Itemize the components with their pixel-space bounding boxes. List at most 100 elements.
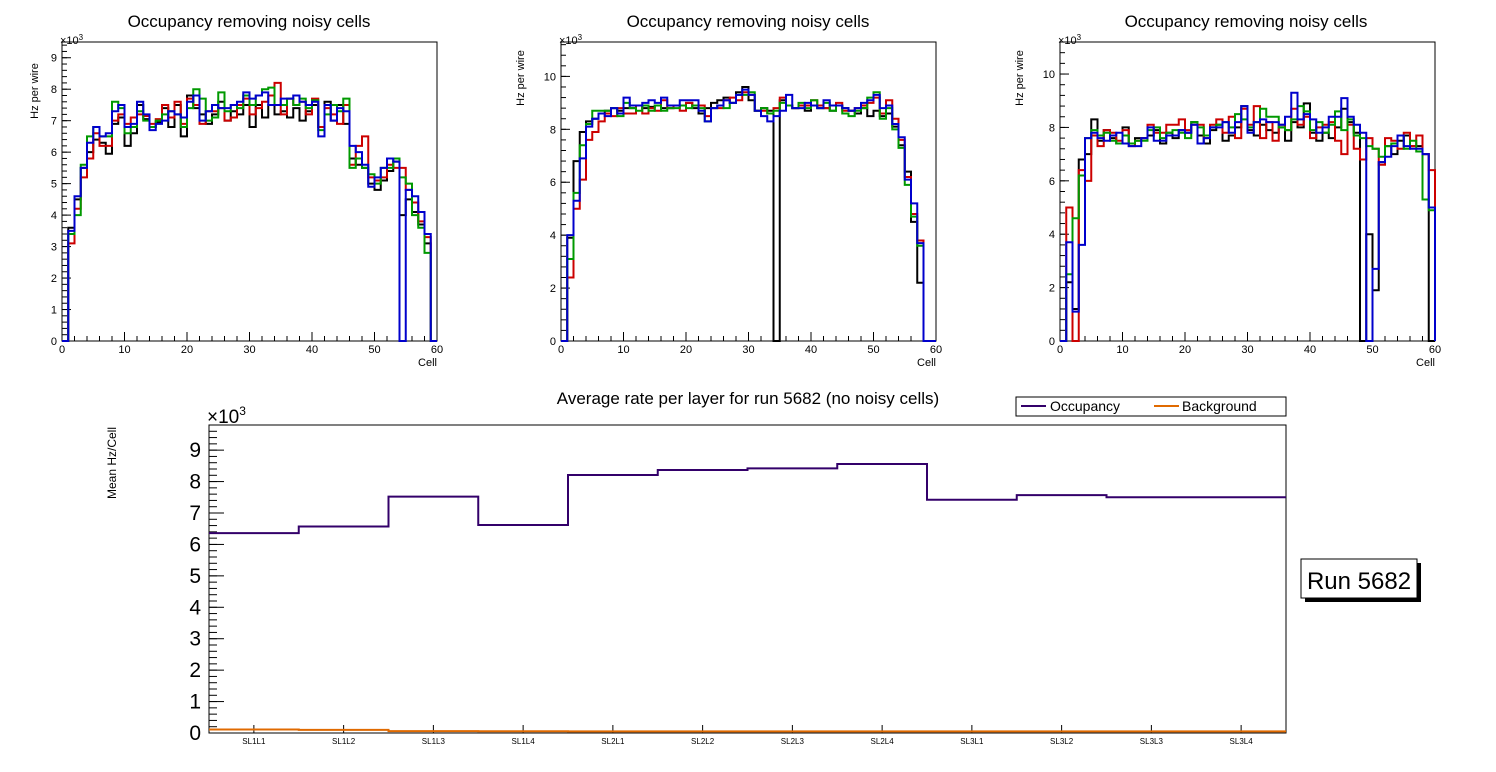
y-exponent: ×103 <box>60 33 84 47</box>
category-label: SL2L4 <box>871 737 895 746</box>
y-axis-label: Mean Hz/Cell <box>105 427 119 499</box>
y-tick-label: 2 <box>189 659 201 682</box>
x-tick-label: 60 <box>930 344 942 356</box>
y-axis-label: Hz per wire <box>515 50 527 106</box>
category-label: SL1L2 <box>332 737 356 746</box>
series-layer-4 <box>1060 91 1436 342</box>
y-exponent: ×103 <box>1058 33 1082 47</box>
x-tick-label: 10 <box>118 344 130 356</box>
category-label: SL3L4 <box>1230 737 1254 746</box>
category-label: SL1L1 <box>242 737 266 746</box>
y-tick-label: 2 <box>1049 283 1055 295</box>
series-layer-4 <box>561 88 936 342</box>
x-axis-label: Cell <box>1416 357 1435 369</box>
series-layer-4 <box>62 91 437 342</box>
y-axis-label: Hz per wire <box>29 63 41 119</box>
y-axis-label: Hz per wire <box>1014 50 1026 106</box>
x-tick-label: 0 <box>59 344 65 356</box>
chart-title: Average rate per layer for run 5682 (no … <box>557 389 939 408</box>
histogram-title: Occupancy removing noisy cells <box>128 12 371 31</box>
y-tick-label: 6 <box>189 533 201 556</box>
category-label: SL3L2 <box>1050 737 1074 746</box>
x-tick-label: 20 <box>1179 344 1191 356</box>
y-tick-label: 10 <box>544 71 556 83</box>
x-tick-label: 0 <box>558 344 564 356</box>
series-layer-2 <box>561 91 936 342</box>
x-tick-label: 30 <box>1241 344 1253 356</box>
x-tick-label: 30 <box>742 344 754 356</box>
category-label: SL3L1 <box>960 737 984 746</box>
y-tick-label: 3 <box>51 242 57 254</box>
x-axis-label: Cell <box>418 357 437 369</box>
series-layer-1 <box>62 94 437 342</box>
y-tick-label: 6 <box>1049 176 1055 188</box>
histogram-title: Occupancy removing noisy cells <box>627 12 870 31</box>
y-tick-label: 0 <box>1049 336 1055 348</box>
series-background <box>209 728 1286 733</box>
x-tick-label: 10 <box>1116 344 1128 356</box>
x-axis-label: Cell <box>917 357 936 369</box>
y-tick-label: 0 <box>550 336 556 348</box>
histogram-title: Occupancy removing noisy cells <box>1125 12 1368 31</box>
y-tick-label: 8 <box>51 84 57 96</box>
histogram-cells-left: Occupancy removing noisy cells Hz per wi… <box>29 12 443 369</box>
y-tick-label: 4 <box>550 230 556 242</box>
y-tick-label: 5 <box>189 565 201 588</box>
y-tick-label: 0 <box>51 336 57 348</box>
x-tick-label: 40 <box>805 344 817 356</box>
y-tick-label: 2 <box>51 273 57 285</box>
category-label: SL3L3 <box>1140 737 1164 746</box>
x-tick-label: 20 <box>181 344 193 356</box>
series-layer-3 <box>561 91 936 342</box>
x-tick-label: 40 <box>306 344 318 356</box>
y-tick-label: 10 <box>1043 69 1055 81</box>
histogram-cells-middle: Occupancy removing noisy cells Hz per wi… <box>515 12 942 369</box>
legend-occupancy-label: Occupancy <box>1050 398 1120 414</box>
histogram-cells-right: Occupancy removing noisy cells Hz per wi… <box>1014 12 1441 369</box>
y-tick-label: 8 <box>189 471 201 494</box>
series-layer-1 <box>561 85 936 342</box>
y-tick-label: 7 <box>189 502 201 525</box>
y-tick-label: 4 <box>189 596 201 619</box>
run-label: Run 5682 <box>1307 568 1411 595</box>
x-tick-label: 60 <box>1429 344 1441 356</box>
plot-frame <box>208 424 1287 734</box>
category-label: SL2L1 <box>601 737 625 746</box>
x-tick-label: 0 <box>1057 344 1063 356</box>
series-layer-2 <box>62 81 437 342</box>
y-tick-label: 4 <box>1049 229 1055 241</box>
run-label-frame <box>1300 558 1418 599</box>
y-tick-label: 8 <box>1049 122 1055 134</box>
run-label-box: Run 5682 <box>1300 558 1421 602</box>
y-tick-label: 6 <box>51 147 57 159</box>
category-label: SL1L3 <box>422 737 446 746</box>
x-tick-label: 10 <box>617 344 629 356</box>
y-tick-label: 0 <box>189 722 201 745</box>
average-rate-chart: Average rate per layer for run 5682 (no … <box>105 389 1287 746</box>
y-tick-label: 8 <box>550 124 556 136</box>
y-tick-label: 5 <box>51 179 57 191</box>
y-tick-label: 7 <box>51 116 57 128</box>
plot-frame <box>61 41 438 342</box>
legend-background-label: Background <box>1182 398 1257 414</box>
x-tick-label: 60 <box>431 344 443 356</box>
y-tick-label: 9 <box>51 53 57 65</box>
category-label: SL1L4 <box>512 737 536 746</box>
x-tick-label: 30 <box>243 344 255 356</box>
x-tick-label: 20 <box>680 344 692 356</box>
x-tick-label: 50 <box>368 344 380 356</box>
series-occupancy <box>209 462 1286 535</box>
y-tick-label: 1 <box>51 305 57 317</box>
y-exponent: ×103 <box>207 404 246 428</box>
category-label: SL2L2 <box>691 737 715 746</box>
y-tick-label: 1 <box>189 691 201 714</box>
legend: Occupancy Background <box>1015 396 1287 417</box>
category-label: SL2L3 <box>781 737 805 746</box>
legend-box <box>1015 396 1287 417</box>
y-tick-label: 9 <box>189 439 201 462</box>
x-tick-label: 40 <box>1304 344 1316 356</box>
x-tick-label: 50 <box>1366 344 1378 356</box>
x-tick-label: 50 <box>867 344 879 356</box>
y-exponent: ×103 <box>559 33 583 47</box>
